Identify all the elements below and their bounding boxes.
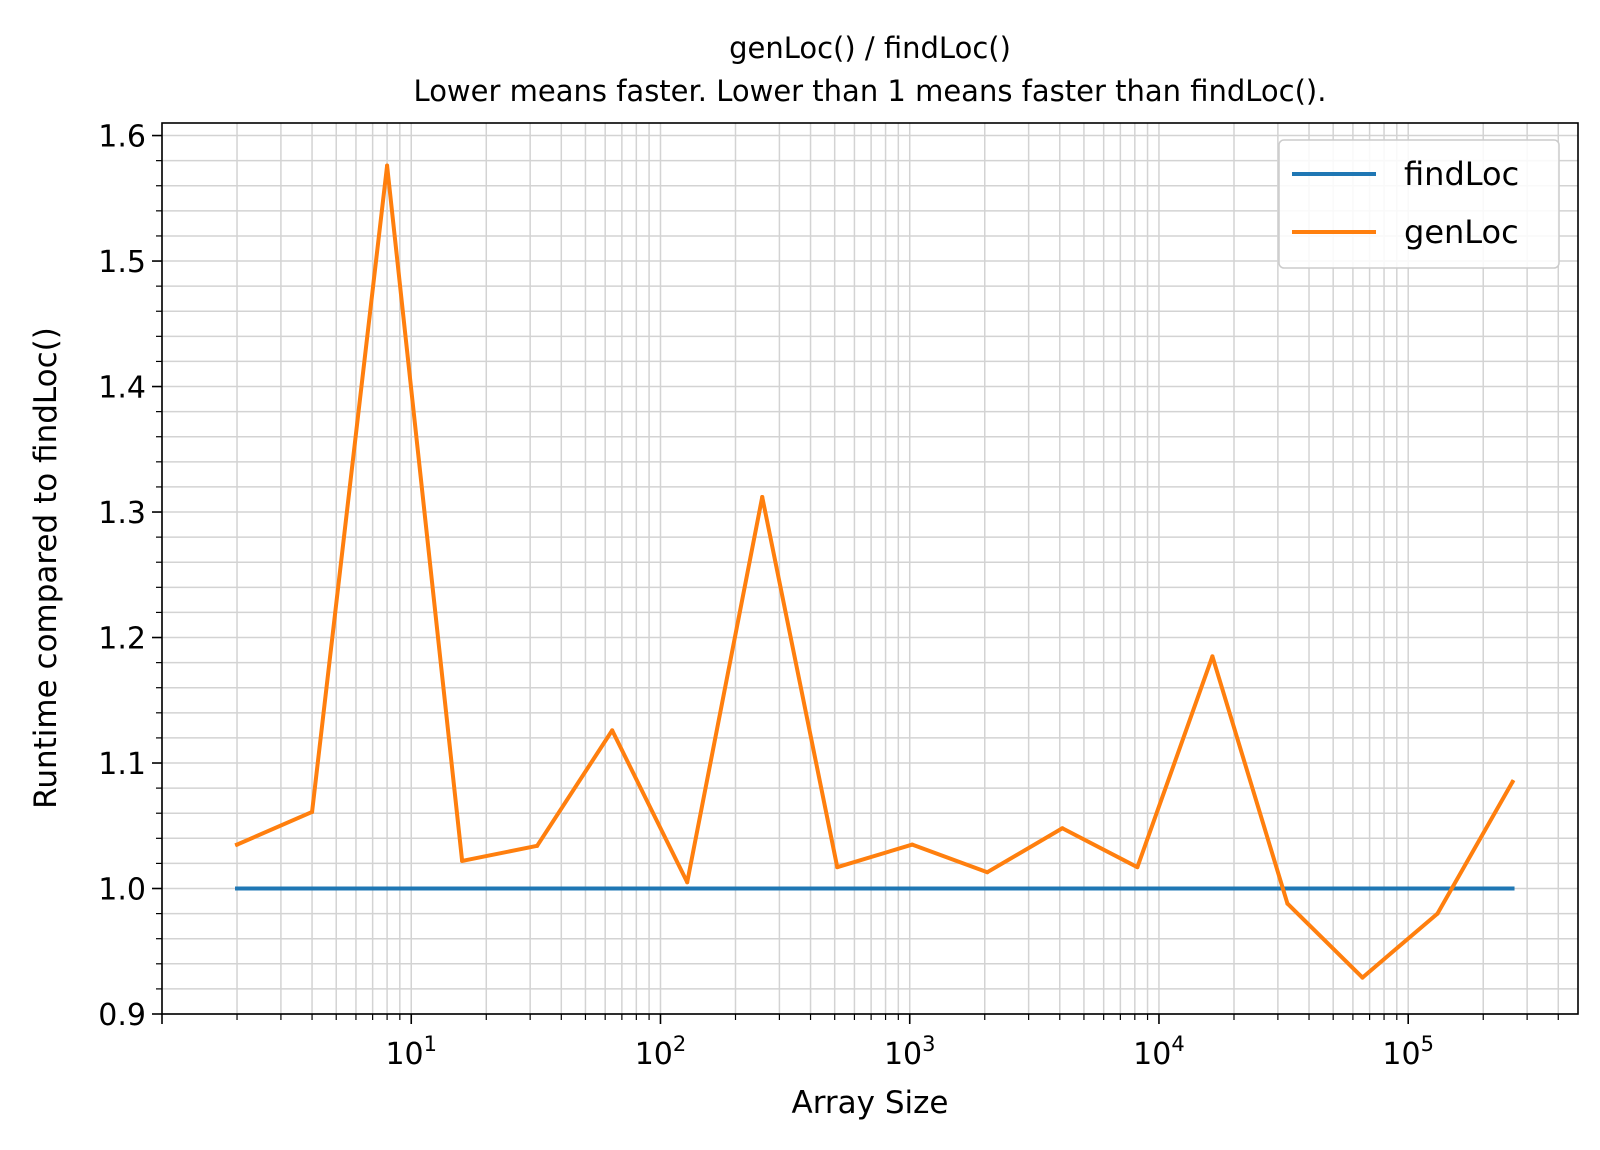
data-point-findloc [1435, 886, 1440, 891]
series-layer [234, 163, 1516, 980]
tick-labels: 0.9 1.0 1.1 1.2 1.3 1.4 1.5 1.6 101 102 103 104 105 [98, 120, 1434, 1072]
data-point-findloc [910, 886, 915, 891]
data-point-genloc [1435, 911, 1440, 916]
data-point-findloc [535, 886, 540, 891]
y-tick-label: 1.2 [98, 622, 146, 657]
plot-frame [161, 122, 1579, 1015]
data-point-findloc [385, 886, 390, 891]
ticks [152, 134, 1559, 1024]
x-tick-label: 105 [1382, 1032, 1434, 1072]
x-tick-label: 101 [385, 1032, 437, 1072]
data-point-genloc [235, 842, 240, 847]
y-tick-label: 1.0 [98, 873, 146, 908]
data-point-findloc [835, 886, 840, 891]
data-point-genloc [610, 728, 615, 733]
data-point-findloc [1360, 886, 1365, 891]
x-tick-label: 104 [1133, 1032, 1185, 1072]
series-line-genloc [234, 163, 1516, 980]
data-point-genloc [1510, 779, 1515, 784]
data-point-genloc [1060, 826, 1065, 831]
data-point-genloc [1360, 975, 1365, 980]
data-point-genloc [1285, 901, 1290, 906]
y-tick-label: 1.5 [98, 245, 146, 280]
legend-label-findloc: findLoc [1404, 155, 1519, 193]
y-tick-label: 0.9 [98, 998, 146, 1033]
data-point-genloc [1210, 654, 1215, 659]
y-tick-label: 1.4 [98, 371, 146, 406]
data-point-genloc [385, 163, 390, 168]
data-point-findloc [1210, 886, 1215, 891]
data-point-findloc [310, 886, 315, 891]
data-point-findloc [685, 886, 690, 891]
data-point-findloc [460, 886, 465, 891]
data-point-genloc [310, 809, 315, 814]
y-tick-label: 1.3 [98, 496, 146, 531]
data-point-findloc [1135, 886, 1140, 891]
data-point-findloc [1285, 886, 1290, 891]
data-point-findloc [1060, 886, 1065, 891]
x-tick-label: 102 [635, 1032, 687, 1072]
data-point-genloc [460, 858, 465, 863]
data-point-findloc [610, 886, 615, 891]
data-point-genloc [910, 842, 915, 847]
legend-label-genloc: genLoc [1404, 213, 1519, 251]
data-point-genloc [685, 880, 690, 885]
data-point-genloc [835, 865, 840, 870]
y-tick-label: 1.6 [98, 120, 146, 155]
y-tick-label: 1.1 [98, 747, 146, 782]
data-point-findloc [1510, 886, 1515, 891]
data-point-findloc [985, 886, 990, 891]
data-point-findloc [235, 886, 240, 891]
data-point-genloc [535, 843, 540, 848]
x-tick-label: 103 [884, 1032, 936, 1072]
data-point-genloc [1135, 865, 1140, 870]
data-point-genloc [760, 494, 765, 499]
legend: findLoc genLoc [1278, 139, 1560, 269]
data-point-findloc [760, 886, 765, 891]
chart-title: genLoc() / findLoc() [729, 31, 1011, 65]
y-axis-label: Runtime compared to findLoc() [28, 327, 64, 809]
chart-subtitle: Lower means faster. Lower than 1 means f… [414, 74, 1327, 108]
data-point-genloc [985, 870, 990, 875]
x-axis-label: Array Size [792, 1085, 949, 1121]
